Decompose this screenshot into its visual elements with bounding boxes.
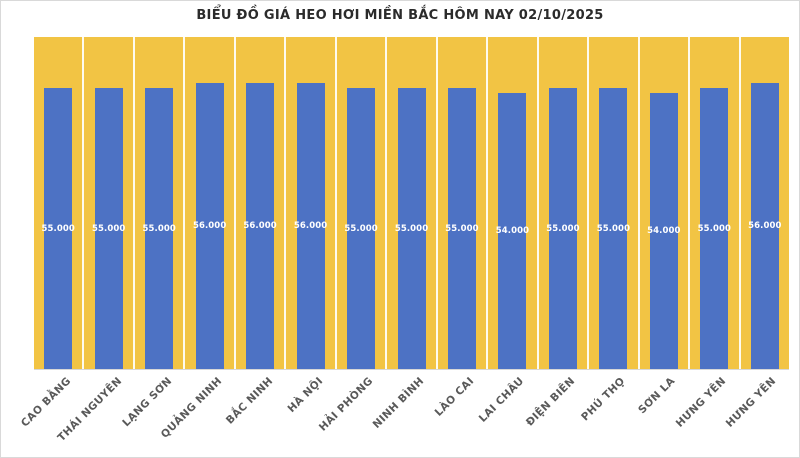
- x-axis-label-14: HƯNG YÊN: [723, 375, 779, 430]
- x-axis-label-3: QUẢNG NINH: [158, 375, 225, 441]
- category-cell-4: 56.000: [233, 37, 284, 369]
- bar-value-label-8: 55.000: [445, 223, 479, 234]
- bar-value-label-3: 56.000: [192, 220, 227, 231]
- category-cell-10: 55.000: [536, 37, 587, 369]
- bar-7: 55.000: [394, 88, 429, 369]
- category-cell-1: 55.000: [82, 37, 132, 369]
- bar-11: 55.000: [596, 88, 631, 369]
- bar-4: 56.000: [243, 82, 277, 369]
- bar-2: 55.000: [142, 88, 176, 369]
- bar-value-label-11: 55.000: [596, 223, 631, 234]
- bar-5: 56.000: [293, 82, 328, 369]
- x-axis-label-2: LẠNG SƠN: [120, 375, 175, 430]
- category-cell-12: 54.000: [637, 37, 688, 369]
- bar-1: 55.000: [92, 88, 126, 369]
- category-cell-6: 55.000: [334, 37, 385, 369]
- category-cell-14: 56.000: [738, 37, 789, 369]
- bar-3: 56.000: [192, 82, 227, 369]
- bar-13: 55.000: [697, 88, 732, 369]
- bar-8: 55.000: [445, 88, 479, 369]
- category-cell-9: 54.000: [486, 37, 536, 369]
- bar-value-label-7: 55.000: [394, 223, 429, 234]
- bar-value-label-12: 54.000: [647, 226, 681, 237]
- plot-area: 55.000 55.000 55.000 56.000 56.000 56.000 55.0…: [34, 37, 789, 370]
- category-cell-3: 56.000: [183, 37, 233, 369]
- bar-9: 54.000: [495, 93, 530, 369]
- bar-value-label-1: 55.000: [92, 223, 126, 234]
- x-axis-label-1: THÁI NGUYÊN: [55, 375, 124, 444]
- x-axis-label-13: HƯNG YÊN: [673, 375, 728, 430]
- category-cell-0: 55.000: [34, 37, 82, 369]
- bar-value-label-0: 55.000: [41, 223, 75, 234]
- bar-10: 55.000: [546, 88, 580, 369]
- bar-6: 55.000: [344, 88, 378, 369]
- chart-title: BIỂU ĐỒ GIÁ HEO HƠI MIỀN BẮC HÔM NAY 02/…: [196, 8, 604, 23]
- x-axis-label-8: LÀO CAI: [432, 375, 477, 419]
- category-cell-8: 55.000: [435, 37, 486, 369]
- category-cell-5: 56.000: [284, 37, 334, 369]
- x-axis-label-0: CAO BẰNG: [19, 375, 74, 430]
- bar-value-label-6: 55.000: [344, 223, 378, 234]
- bar-value-label-4: 56.000: [243, 220, 277, 231]
- x-axis-label-5: HÀ NỘI: [285, 375, 326, 416]
- x-axis-label-10: ĐIỆN BIÊN: [523, 375, 577, 429]
- bar-14: 56.000: [748, 82, 782, 369]
- bar-value-label-10: 55.000: [546, 223, 580, 234]
- x-axis-label-4: BẮC NINH: [223, 375, 275, 427]
- x-axis-label-12: SƠN LA: [636, 375, 678, 417]
- category-cell-13: 55.000: [688, 37, 738, 369]
- bar-0: 55.000: [41, 88, 75, 369]
- category-cell-11: 55.000: [587, 37, 637, 369]
- x-axis-label-9: LAI CHÂU: [476, 375, 527, 425]
- category-cell-2: 55.000: [132, 37, 183, 369]
- category-cell-7: 55.000: [385, 37, 435, 369]
- x-axis-label-6: HẢI PHÒNG: [317, 375, 376, 434]
- bar-12: 54.000: [647, 93, 681, 369]
- bar-value-label-2: 55.000: [142, 223, 176, 234]
- bar-value-label-9: 54.000: [495, 226, 530, 237]
- bar-value-label-5: 56.000: [293, 220, 328, 231]
- x-axis-label-11: PHÚ THỌ: [578, 375, 628, 424]
- bar-value-label-13: 55.000: [697, 223, 732, 234]
- bar-value-label-14: 56.000: [748, 220, 782, 231]
- x-axis-label-7: NINH BÌNH: [370, 375, 426, 431]
